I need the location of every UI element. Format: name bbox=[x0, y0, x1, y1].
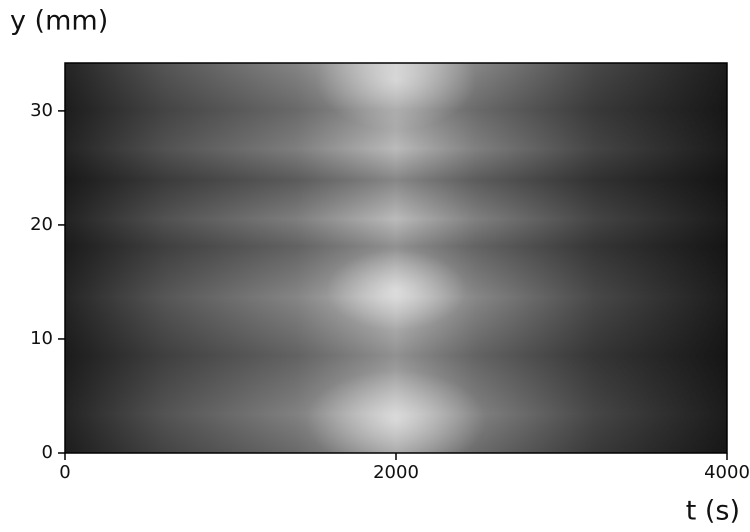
image bbox=[65, 30, 727, 470]
y-tick-label: 20 bbox=[30, 214, 53, 235]
y-axis-title: y (mm) bbox=[10, 6, 108, 37]
x-tick-label: 4000 bbox=[704, 462, 750, 483]
x-tick-label: 2000 bbox=[373, 462, 419, 483]
y-tick-label: 0 bbox=[42, 442, 53, 463]
x-axis-title: t (s) bbox=[686, 496, 740, 527]
x-tick-label: 0 bbox=[59, 462, 70, 483]
y-tick-label: 10 bbox=[30, 328, 53, 349]
y-tick-label: 30 bbox=[30, 100, 53, 121]
